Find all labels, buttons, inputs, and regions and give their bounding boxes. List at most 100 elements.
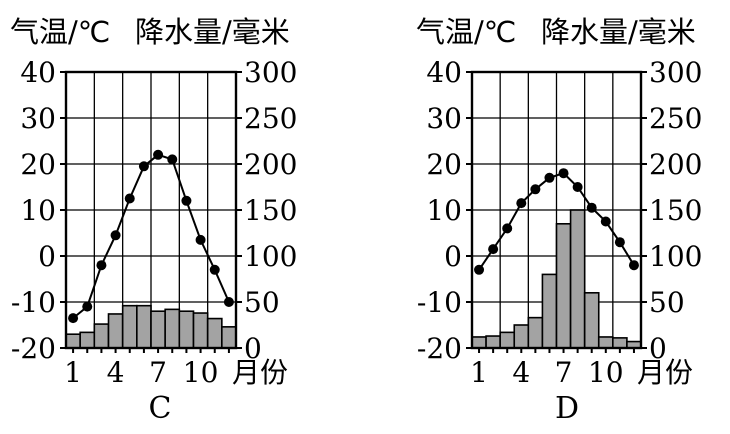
precipitation-bars	[471, 209, 642, 349]
month-tick-label: 7	[555, 356, 573, 389]
axis-ticks	[466, 71, 647, 353]
temperature-axis-title: 气温/℃	[10, 15, 110, 49]
precipitation-tick-label: 200	[649, 148, 702, 181]
panel-label: D	[555, 391, 579, 426]
precipitation-bar-month-1	[471, 336, 487, 349]
temperature-point-month-3	[96, 260, 107, 271]
temperature-point-month-4	[516, 198, 527, 209]
temperature-point-month-2	[488, 244, 499, 255]
temperature-tick-label: 20	[426, 148, 462, 181]
precipitation-bar-month-2	[485, 335, 501, 349]
temperature-point-month-7	[153, 149, 164, 160]
precipitation-tick-label: 250	[244, 102, 297, 135]
precipitation-bar-month-6	[136, 304, 152, 349]
precipitation-bar-month-9	[178, 310, 195, 349]
temperature-line	[72, 153, 230, 319]
month-tick-label: 7	[149, 356, 167, 389]
precipitation-bar-month-10	[192, 312, 209, 349]
precipitation-bar-month-3	[93, 323, 110, 349]
month-axis-unit: 月份	[637, 356, 693, 389]
panel-label: C	[149, 391, 172, 426]
temperature-point-month-5	[124, 193, 135, 204]
precipitation-bar-month-7	[150, 310, 166, 349]
temperature-point-month-12	[223, 297, 234, 307]
temperature-points	[474, 168, 639, 275]
precipitation-tick-label: 200	[244, 148, 297, 181]
precipitation-bar-month-9	[583, 291, 600, 349]
month-tick-label: 10	[588, 356, 624, 389]
temperature-tick-label: 20	[20, 148, 56, 181]
temperature-point-month-10	[195, 234, 206, 245]
precipitation-bar-month-3	[499, 331, 516, 349]
temperature-point-month-6	[138, 161, 149, 172]
temperature-point-month-6	[544, 172, 555, 183]
temperature-tick-label: 0	[38, 240, 56, 273]
month-axis-unit: 月份	[232, 356, 288, 389]
temperature-point-month-3	[502, 223, 513, 234]
temperature-point-month-1	[474, 264, 485, 275]
grid-lines	[66, 72, 236, 348]
precipitation-bar-month-1	[65, 333, 81, 349]
month-tick-label: 4	[512, 356, 530, 389]
temperature-tick-label: 30	[426, 102, 462, 135]
chart-panel-d: 气温/℃ 降水量/毫米403020100-10-20300250200150100…	[416, 15, 702, 426]
chart-panel-c: 气温/℃ 降水量/毫米403020100-10-20300250200150100…	[10, 15, 297, 426]
precipitation-tick-label: 250	[649, 102, 702, 135]
precipitation-tick-label: 50	[244, 286, 280, 319]
temperature-point-month-2	[82, 301, 93, 312]
month-tick-label: 1	[470, 356, 488, 389]
temperature-axis-title: 气温/℃	[416, 15, 516, 49]
precipitation-bar-month-11	[206, 317, 223, 349]
month-tick-label: 1	[64, 356, 82, 389]
precipitation-tick-label: 100	[649, 240, 702, 273]
temperature-point-month-10	[600, 216, 611, 227]
temperature-tick-label: -20	[417, 332, 462, 365]
precipitation-tick-label: 50	[649, 286, 685, 319]
precipitation-bars	[65, 304, 237, 349]
temperature-point-month-8	[167, 154, 178, 165]
precipitation-bar-month-6	[541, 273, 558, 349]
temperature-points	[68, 149, 234, 324]
precipitation-axis-title: 降水量/毫米	[541, 15, 696, 49]
precipitation-tick-label: 150	[649, 194, 702, 227]
precipitation-tick-label: 100	[244, 240, 297, 273]
temperature-point-month-5	[530, 184, 541, 195]
precipitation-tick-label: 300	[649, 56, 702, 89]
temperature-tick-label: 40	[20, 56, 56, 89]
temperature-tick-label: -10	[417, 286, 462, 319]
precipitation-bar-month-11	[612, 337, 628, 349]
precipitation-bar-month-8	[569, 209, 586, 349]
axis-ticks	[60, 71, 242, 353]
temperature-point-month-9	[181, 195, 192, 206]
temperature-tick-label: 40	[426, 56, 462, 89]
precipitation-bar-month-7	[555, 223, 572, 349]
precipitation-bar-month-12	[221, 326, 237, 349]
temperature-point-month-8	[572, 182, 583, 192]
temperature-tick-label: -10	[11, 286, 56, 319]
precipitation-bar-month-10	[597, 336, 614, 349]
precipitation-bar-month-4	[513, 324, 530, 349]
month-tick-label: 10	[183, 356, 219, 389]
precipitation-tick-label: 0	[244, 332, 262, 365]
temperature-point-month-7	[558, 168, 569, 179]
temperature-point-month-1	[68, 313, 79, 324]
precipitation-bar-month-5	[527, 316, 544, 349]
temperature-point-month-9	[586, 202, 597, 213]
temperature-point-month-4	[110, 230, 121, 241]
precipitation-bar-month-4	[107, 313, 124, 349]
precipitation-tick-label: 300	[244, 56, 297, 89]
precipitation-tick-label: 0	[649, 332, 667, 365]
month-tick-label: 4	[107, 356, 125, 389]
temperature-point-month-11	[209, 264, 220, 275]
temperature-point-month-11	[614, 237, 625, 248]
precipitation-bar-month-5	[121, 304, 138, 349]
temperature-point-month-12	[628, 260, 639, 271]
precipitation-bar-month-2	[79, 331, 96, 349]
temperature-tick-label: 30	[20, 102, 56, 135]
temperature-tick-label: 0	[444, 240, 462, 273]
precipitation-bar-month-8	[164, 308, 181, 349]
temperature-tick-label: -20	[11, 332, 56, 365]
temperature-tick-label: 10	[20, 194, 56, 227]
precipitation-axis-title: 降水量/毫米	[135, 15, 290, 49]
